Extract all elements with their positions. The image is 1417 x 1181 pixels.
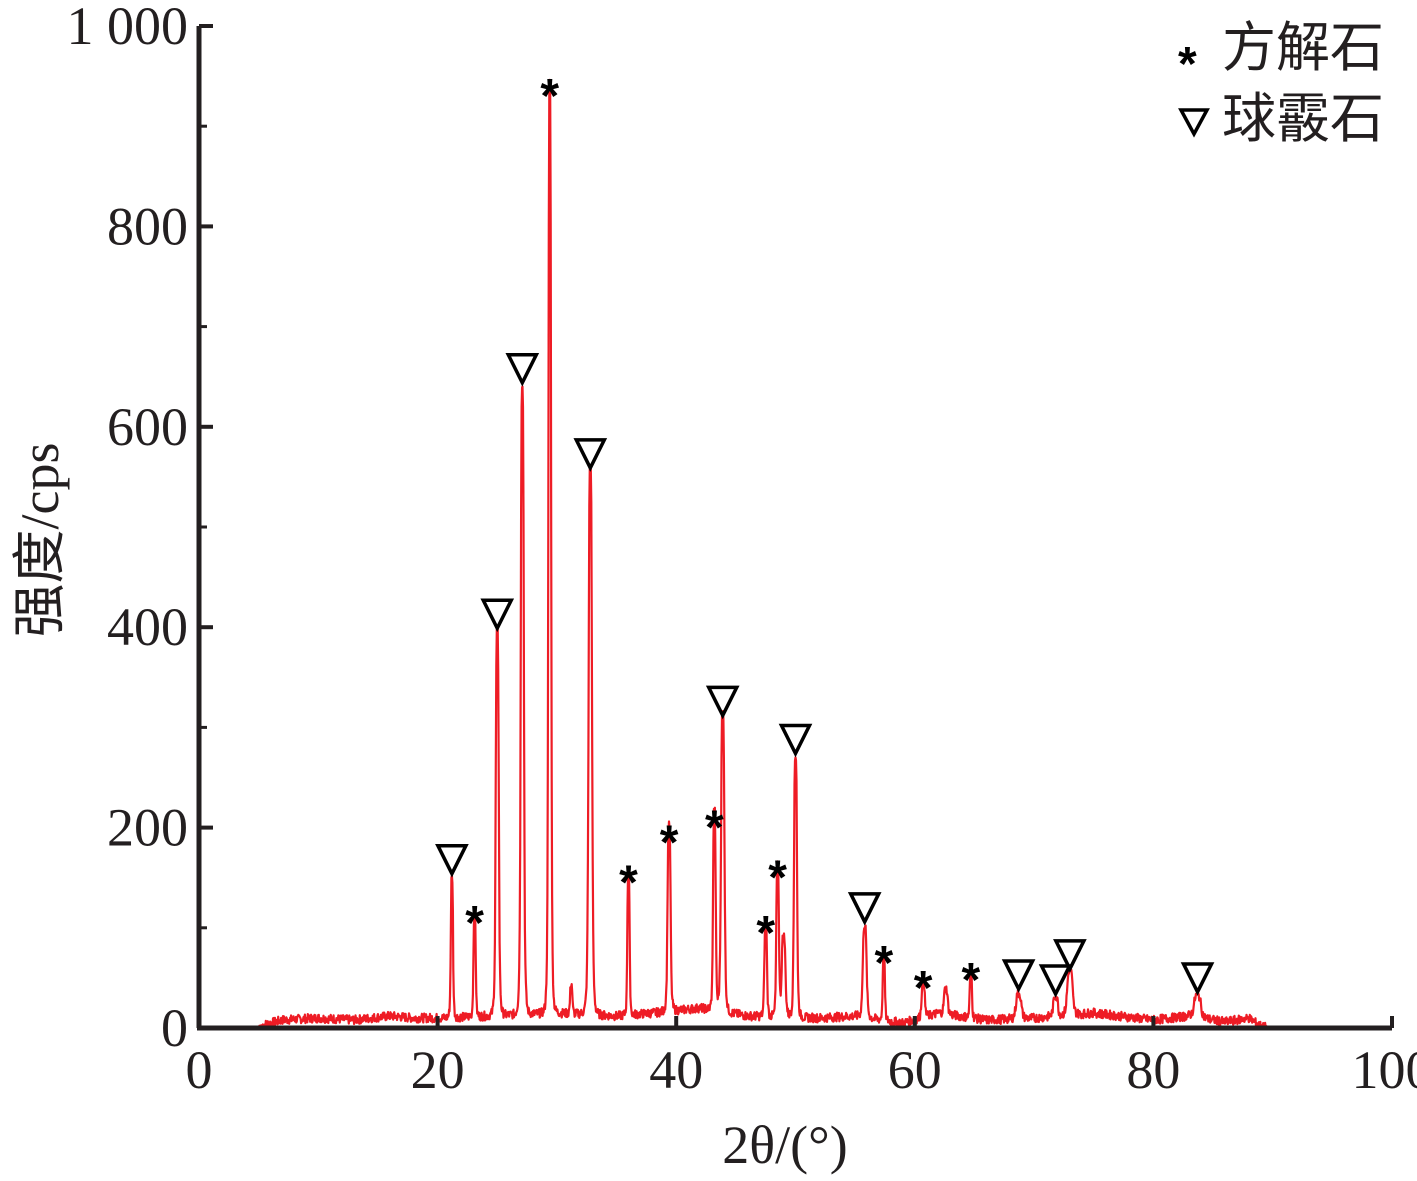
vaterite-peak-marker: [435, 843, 469, 878]
calcite-peak-marker: *: [660, 817, 679, 870]
y-tick-label: 200: [107, 798, 188, 858]
vaterite-peak-marker: [1053, 939, 1087, 973]
vaterite-peak-marker: [573, 438, 608, 472]
vaterite-peak-marker: [705, 685, 740, 720]
x-tick-label: 80: [1126, 1040, 1180, 1100]
calcite-peak-marker: *: [465, 897, 484, 950]
vaterite-peak-marker: [1038, 964, 1073, 998]
x-tick-label: 60: [888, 1040, 942, 1100]
legend-vaterite-label: 球霰石: [1222, 87, 1384, 150]
legend: * 方解石 球霰石: [1178, 16, 1384, 150]
xrd-line: [258, 78, 1273, 1030]
legend-vaterite-triangle: [1178, 108, 1210, 138]
vaterite-peak-marker: [505, 352, 540, 387]
x-ticks: 0 20 40 60 80 100: [186, 1016, 1417, 1100]
calcite-peak-marker: *: [768, 852, 787, 905]
x-tick-label: 20: [411, 1040, 465, 1100]
vaterite-peak-marker: [480, 598, 515, 633]
y-tick-label: 400: [107, 597, 188, 657]
vaterite-peak-marker: [847, 892, 882, 926]
xrd-pattern-series: [258, 78, 1273, 1030]
phase-markers: **** **** * *: [435, 70, 1215, 1015]
legend-calcite-label: 方解石: [1222, 16, 1384, 79]
x-tick-label: 40: [649, 1040, 703, 1100]
y-tick-label: 600: [107, 397, 188, 457]
y-ticks: 0 200 400 600 800 1 000: [67, 0, 213, 1058]
vaterite-peak-marker: [778, 723, 813, 758]
x-tick-label: 100: [1352, 1040, 1417, 1100]
calcite-peak-marker: *: [619, 857, 638, 910]
x-tick-label: 0: [186, 1040, 213, 1100]
x-axis-title: 2θ/(°): [722, 1115, 847, 1175]
vaterite-peak-marker: [1180, 962, 1215, 996]
calcite-peak-marker: *: [756, 907, 775, 960]
calcite-peak-marker: *: [874, 937, 893, 990]
y-axis-title: 强度/cps: [10, 443, 70, 638]
legend-calcite-marker: *: [1178, 38, 1197, 91]
calcite-peak-marker: *: [540, 70, 559, 123]
y-tick-label: 1 000: [67, 0, 189, 56]
y-tick-label: 800: [107, 196, 188, 256]
legend-vaterite-marker: [1178, 108, 1210, 138]
vaterite-peak-marker: [1001, 959, 1036, 993]
calcite-peak-marker: *: [962, 954, 981, 1007]
calcite-peak-marker: *: [914, 962, 933, 1015]
y-tick-label: 0: [161, 998, 188, 1058]
calcite-peak-marker: *: [705, 802, 724, 855]
